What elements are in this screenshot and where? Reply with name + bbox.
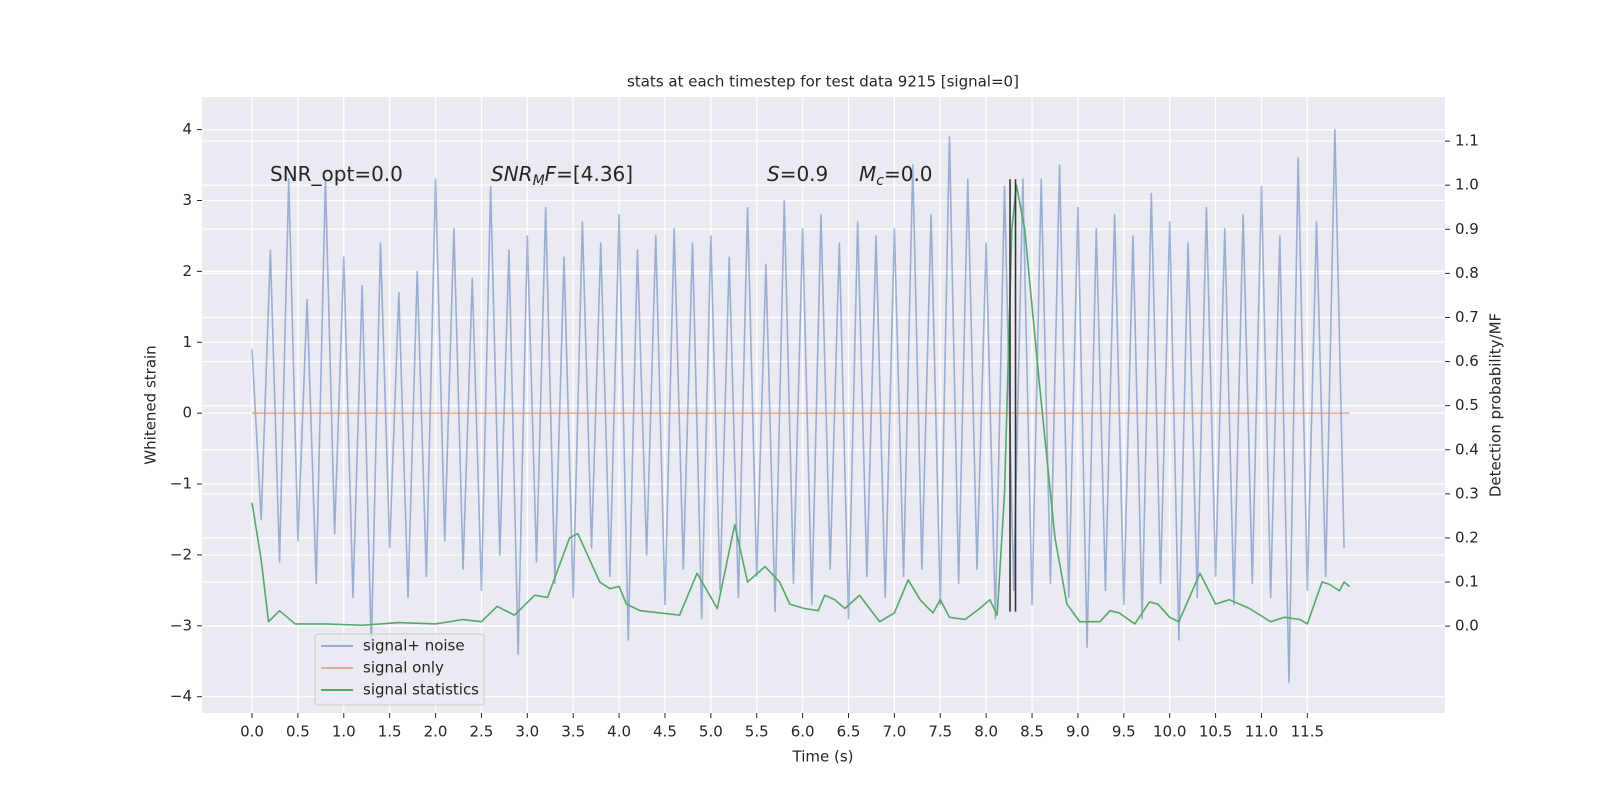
x-tick-label: 4.0	[607, 723, 631, 741]
y-tick-label: −2	[170, 545, 192, 563]
x-tick-label: 5.5	[745, 723, 769, 741]
chart-title: stats at each timestep for test data 921…	[627, 73, 1019, 91]
annotation-part: F	[545, 162, 557, 186]
x-tick-label: 0.5	[286, 723, 310, 741]
annotation-part: =0.0	[884, 162, 933, 186]
x-tick-label: 1.5	[378, 723, 402, 741]
x-tick-label: 4.5	[653, 723, 677, 741]
y2-tick-label: 1.0	[1455, 176, 1479, 194]
x-tick-label: 6.0	[791, 723, 815, 741]
annotation: SNR_opt=0.0	[270, 162, 403, 186]
y2-tick-label: 1.1	[1455, 132, 1479, 150]
y-tick-label: 0	[182, 404, 192, 422]
x-tick-label: 0.0	[240, 723, 264, 741]
x-tick-label: 7.5	[928, 723, 952, 741]
series-line	[251, 128, 1345, 684]
annotation-part: =[4.36]	[556, 162, 633, 186]
legend-label: signal statistics	[363, 681, 479, 699]
x-tick-label: 11.5	[1291, 723, 1324, 741]
annotation-part: SNR_opt=0.0	[270, 162, 403, 186]
x-tick-label: 3.0	[515, 723, 539, 741]
x-tick-label: 9.0	[1066, 723, 1090, 741]
y-axis-label: Whitened strain	[142, 345, 160, 464]
annotation-part: SNR	[491, 162, 533, 186]
annotation-part: =0.9	[780, 162, 829, 186]
plot-area	[202, 97, 1445, 713]
y-tick-label: 1	[182, 333, 192, 351]
x-tick-label: 10.0	[1153, 723, 1186, 741]
x-tick-label: 6.5	[837, 723, 861, 741]
x-tick-label: 2.0	[424, 723, 448, 741]
y2-tick-label: 0.9	[1455, 220, 1479, 238]
y-tick-label: 3	[182, 191, 192, 209]
y-tick-label: 4	[182, 120, 192, 138]
legend-label: signal only	[363, 659, 444, 677]
x-tick-label: 3.5	[561, 723, 585, 741]
annotation-part: S	[767, 162, 780, 186]
x-tick-label: 5.0	[699, 723, 723, 741]
legend-label: signal+ noise	[363, 637, 465, 655]
x-axis-label: Time (s)	[792, 748, 854, 766]
annotation-part: M	[859, 162, 876, 186]
y2-axis-label: Detection probability/MF	[1487, 313, 1505, 497]
x-tick-label: 8.5	[1020, 723, 1044, 741]
y-tick-label: −3	[170, 616, 192, 634]
y2-tick-label: 0.8	[1455, 264, 1479, 282]
y2-tick-label: 0.7	[1455, 308, 1479, 326]
annotation: Mc=0.0	[859, 162, 933, 190]
y2-tick-label: 0.5	[1455, 396, 1479, 414]
x-tick-label: 11.0	[1245, 723, 1278, 741]
y-tick-label: −1	[170, 475, 192, 493]
y-tick-label: 2	[182, 262, 192, 280]
annotation-part: c	[876, 173, 884, 189]
y2-tick-label: 0.3	[1455, 484, 1479, 502]
series-line	[251, 184, 1351, 627]
y2-tick-label: 0.6	[1455, 352, 1479, 370]
y2-tick-label: 0.1	[1455, 573, 1479, 591]
x-tick-label: 1.0	[332, 723, 356, 741]
x-tick-label: 10.5	[1199, 723, 1232, 741]
y2-tick-label: 0.2	[1455, 528, 1479, 546]
annotation-part: M	[533, 173, 545, 189]
x-tick-label: 2.5	[470, 723, 494, 741]
x-tick-label: 7.0	[882, 723, 906, 741]
y2-tick-label: 0.0	[1455, 617, 1479, 635]
annotation: SNRMF=[4.36]	[491, 162, 633, 190]
y-tick-label: −4	[170, 687, 192, 705]
legend-box	[314, 633, 485, 706]
x-tick-label: 8.0	[974, 723, 998, 741]
x-tick-label: 9.5	[1112, 723, 1136, 741]
annotation: S=0.9	[767, 162, 828, 186]
y2-tick-label: 0.4	[1455, 440, 1479, 458]
